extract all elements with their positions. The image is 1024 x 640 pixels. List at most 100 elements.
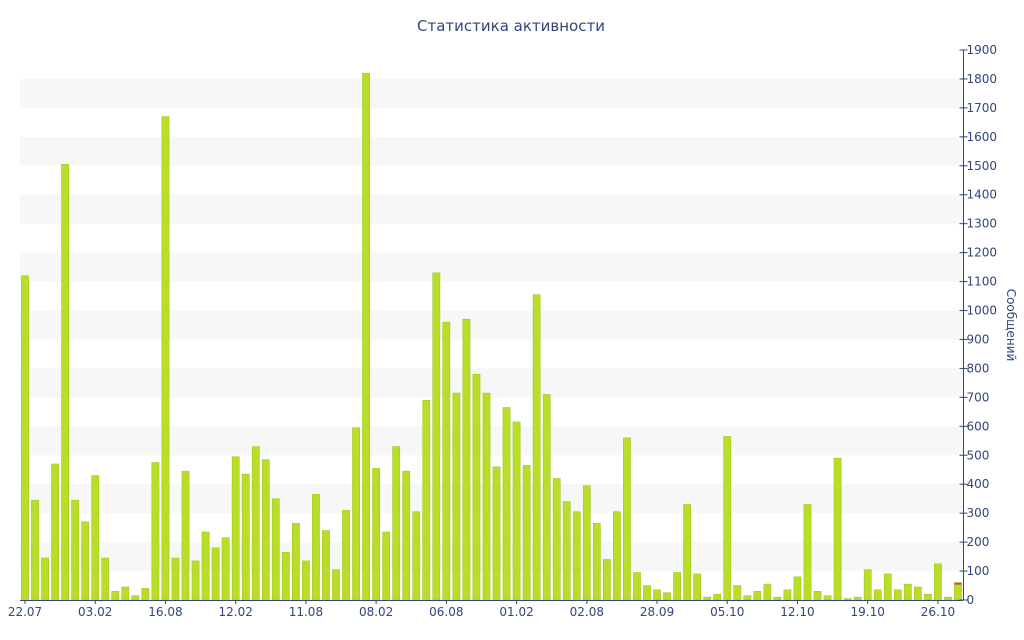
x-tick-label: 08.02 xyxy=(359,605,393,619)
bar[interactable] xyxy=(913,586,922,601)
bar[interactable] xyxy=(362,72,370,601)
x-tick-label: 19.10 xyxy=(851,605,885,619)
bar[interactable] xyxy=(582,485,591,601)
bar[interactable] xyxy=(863,569,872,601)
bar[interactable] xyxy=(211,547,220,601)
bar[interactable] xyxy=(753,591,762,601)
bar[interactable] xyxy=(51,463,59,601)
bar[interactable] xyxy=(663,592,671,601)
bar[interactable] xyxy=(924,593,932,601)
bar[interactable] xyxy=(843,598,852,601)
bar[interactable] xyxy=(271,498,280,601)
bar[interactable] xyxy=(221,537,230,601)
bar[interactable] xyxy=(944,596,952,601)
bar[interactable] xyxy=(562,501,571,601)
bar[interactable] xyxy=(673,572,681,601)
bar[interactable] xyxy=(823,595,832,601)
bar[interactable] xyxy=(733,585,742,601)
bar[interactable] xyxy=(292,523,300,601)
bar[interactable] xyxy=(572,511,581,601)
bar[interactable] xyxy=(934,563,942,601)
bar[interactable] xyxy=(352,427,360,601)
bar[interactable] xyxy=(191,560,200,601)
bar[interactable] xyxy=(111,591,120,601)
bar[interactable] xyxy=(512,421,521,601)
bar[interactable] xyxy=(382,531,391,601)
bar[interactable] xyxy=(452,392,461,601)
bar[interactable] xyxy=(773,596,782,601)
bar[interactable] xyxy=(442,321,451,601)
bar[interactable] xyxy=(281,551,290,601)
bar[interactable] xyxy=(241,473,250,601)
bar[interactable] xyxy=(231,456,240,601)
bar[interactable] xyxy=(853,596,862,601)
bar[interactable] xyxy=(61,164,69,601)
bar[interactable] xyxy=(954,582,962,601)
bar[interactable] xyxy=(552,478,561,601)
bar[interactable] xyxy=(783,589,792,601)
bar[interactable] xyxy=(151,462,160,601)
bar[interactable] xyxy=(412,511,421,601)
bar[interactable] xyxy=(91,475,100,601)
bar[interactable] xyxy=(542,394,551,601)
bar[interactable] xyxy=(482,392,491,601)
bar[interactable] xyxy=(793,576,802,601)
bar[interactable] xyxy=(101,557,110,601)
bar[interactable] xyxy=(903,583,912,601)
bar[interactable] xyxy=(803,504,812,601)
bar[interactable] xyxy=(472,373,481,601)
bar[interactable] xyxy=(251,446,260,601)
bar[interactable] xyxy=(592,523,601,601)
bar[interactable] xyxy=(893,589,902,601)
bar[interactable] xyxy=(41,557,49,601)
bar[interactable] xyxy=(71,499,80,601)
bar[interactable] xyxy=(432,272,441,601)
y-tick-label: 800 xyxy=(967,361,990,375)
bar[interactable] xyxy=(603,559,611,601)
bar[interactable] xyxy=(302,560,310,601)
bar[interactable] xyxy=(372,468,380,601)
bar[interactable] xyxy=(422,400,431,601)
bar[interactable] xyxy=(703,596,712,601)
bar[interactable] xyxy=(402,470,411,601)
bar[interactable] xyxy=(623,437,631,601)
bar[interactable] xyxy=(643,585,651,601)
y-tick-label: 600 xyxy=(967,419,990,433)
bar[interactable] xyxy=(492,466,501,601)
bar[interactable] xyxy=(522,465,531,601)
bar[interactable] xyxy=(201,531,210,601)
bar[interactable] xyxy=(261,459,270,601)
bar[interactable] xyxy=(763,583,772,601)
bar[interactable] xyxy=(332,569,340,601)
bar[interactable] xyxy=(833,457,842,601)
bar[interactable] xyxy=(121,586,130,601)
bar[interactable] xyxy=(462,318,471,601)
bar[interactable] xyxy=(31,499,39,601)
bar[interactable] xyxy=(683,504,691,601)
bar[interactable] xyxy=(743,595,752,601)
bar[interactable] xyxy=(813,591,822,601)
bar[interactable] xyxy=(392,446,401,601)
bar[interactable] xyxy=(532,294,541,601)
bar[interactable] xyxy=(693,573,702,601)
bar[interactable] xyxy=(713,593,722,601)
bar[interactable] xyxy=(633,572,641,601)
bar[interactable] xyxy=(81,521,90,601)
bar[interactable] xyxy=(653,589,661,601)
x-tick-label: 02.08 xyxy=(570,605,604,619)
bar[interactable] xyxy=(502,407,511,601)
bar[interactable] xyxy=(342,510,350,601)
bar[interactable] xyxy=(181,470,190,601)
bar[interactable] xyxy=(883,573,892,601)
bar[interactable] xyxy=(613,511,621,601)
bar[interactable] xyxy=(141,588,150,601)
bar[interactable] xyxy=(312,494,320,601)
bar[interactable] xyxy=(723,436,732,601)
bar[interactable] xyxy=(873,589,882,601)
bar[interactable] xyxy=(171,557,180,601)
bar[interactable] xyxy=(322,530,330,601)
bar[interactable] xyxy=(131,595,140,601)
x-tick-label: 26.10 xyxy=(921,605,955,619)
bar[interactable] xyxy=(21,275,29,601)
bar[interactable] xyxy=(161,116,170,601)
